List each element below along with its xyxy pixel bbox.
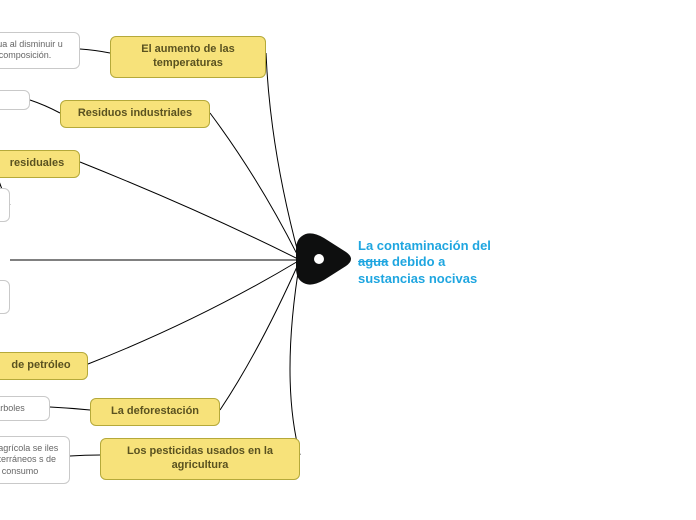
node-label: La deforestación bbox=[111, 405, 199, 419]
node-label: árboles bbox=[0, 403, 25, 414]
node-petroleo[interactable]: de petróleo bbox=[0, 352, 88, 380]
node-pesticidas[interactable]: Los pesticidas usados en la agricultura bbox=[100, 438, 300, 480]
node-residuos[interactable]: Residuos industriales bbox=[60, 100, 210, 128]
central-title-line3: sustancias nocivas bbox=[358, 271, 477, 286]
node-branch5[interactable] bbox=[0, 280, 10, 314]
node-residuales[interactable]: residuales bbox=[0, 150, 80, 178]
central-node-icon[interactable] bbox=[294, 228, 356, 295]
node-label: residuales bbox=[10, 157, 64, 171]
mindmap-canvas[interactable]: La contaminación del agua debido a susta… bbox=[0, 0, 696, 520]
node-label: Residuos industriales bbox=[78, 107, 192, 121]
node-deforest_desc[interactable]: árboles bbox=[0, 396, 50, 421]
node-deforest[interactable]: La deforestación bbox=[90, 398, 220, 426]
central-title-strike: agua bbox=[358, 254, 388, 269]
node-residuales_desc[interactable] bbox=[0, 188, 10, 222]
node-pesticidas_desc[interactable]: tivo agrícola se iles subterráneos s de … bbox=[0, 436, 70, 484]
node-label: El aumento de las temperaturas bbox=[121, 43, 255, 71]
node-temp_desc[interactable]: agua al disminuir u composición. bbox=[0, 32, 80, 69]
node-label: Los pesticidas usados en la agricultura bbox=[111, 445, 289, 473]
central-title-line2-rest: debido a bbox=[388, 254, 445, 269]
node-temp[interactable]: El aumento de las temperaturas bbox=[110, 36, 266, 78]
central-title-line1: La contaminación del bbox=[358, 238, 491, 253]
node-label: de petróleo bbox=[11, 359, 70, 373]
node-label: agua al disminuir u composición. bbox=[0, 39, 69, 62]
node-residuos_desc[interactable] bbox=[0, 90, 30, 110]
central-node-title: La contaminación del agua debido a susta… bbox=[358, 238, 491, 287]
node-label: tivo agrícola se iles subterráneos s de … bbox=[0, 443, 59, 477]
